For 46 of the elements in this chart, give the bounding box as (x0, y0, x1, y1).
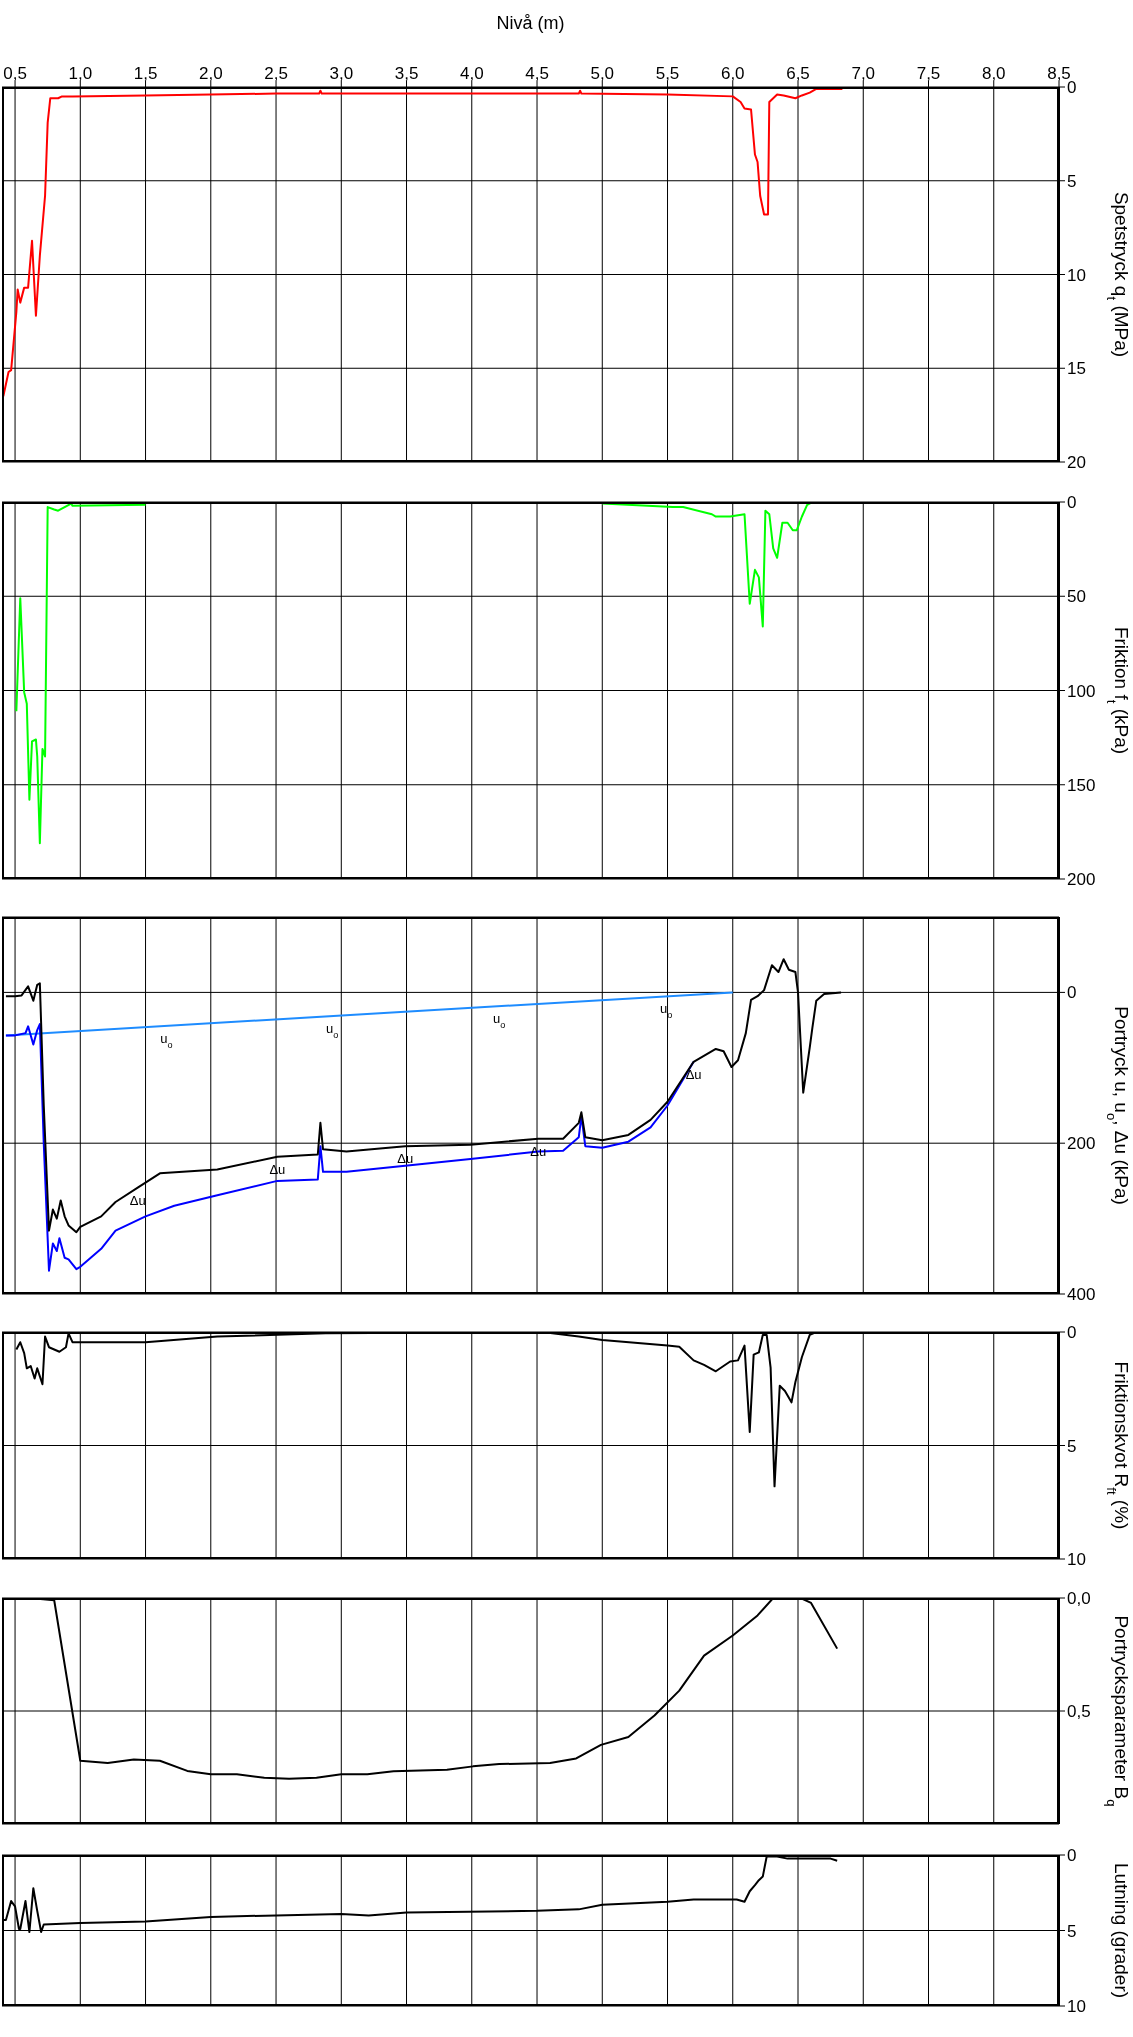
y-tick-label: 400 (1067, 1285, 1096, 1305)
x-tick-label: 0,5 (3, 64, 27, 83)
y-tick-label: 5 (1067, 171, 1077, 191)
x-tick-label: 3,0 (329, 64, 354, 83)
annotation: u$_{o}$ (660, 1001, 673, 1021)
x-tick-label: 1,5 (133, 64, 158, 83)
annotation: u$_{o}$ (160, 1030, 173, 1050)
x-axis-title: Nivå (m) (496, 13, 565, 33)
y-tick-label: 5 (1067, 1436, 1077, 1456)
y-tick-label: 10 (1067, 1997, 1086, 2017)
y-tick-label: 10 (1067, 1550, 1086, 1570)
annotation: Δu (685, 1066, 702, 1082)
y-tick-label: 0 (1067, 983, 1077, 1003)
y-tick-label: 50 (1067, 587, 1086, 607)
x-tick-label: 5,5 (655, 64, 680, 83)
annotation: u$_{o}$ (493, 1011, 506, 1031)
x-tick-label: 7,0 (851, 64, 876, 83)
y-tick-label: 200 (1067, 1134, 1096, 1154)
y-tick-label: 0 (1067, 78, 1077, 98)
x-tick-label: 2,5 (264, 64, 288, 83)
y-tick-label: 0,5 (1067, 1702, 1091, 1722)
x-tick-label: 1,0 (68, 64, 93, 83)
y-tick-label: 0 (1067, 493, 1077, 513)
y-tick-label: 150 (1067, 775, 1096, 795)
x-tick-label: 7,5 (916, 64, 941, 83)
y-tick-label: 100 (1067, 681, 1096, 701)
annotation: Δu (129, 1192, 146, 1208)
y-tick-label: 10 (1067, 265, 1086, 285)
x-tick-label: 6,5 (786, 64, 810, 83)
x-tick-label: 4,5 (525, 64, 549, 83)
x-tick-label: 2,0 (198, 64, 223, 83)
y-axis-title: Lutning (grader) (1111, 1862, 1132, 1999)
y-tick-label: 0 (1067, 1323, 1077, 1343)
x-tick-label: 8,0 (981, 64, 1006, 83)
y-tick-label: 15 (1067, 359, 1086, 379)
x-tick-label: 4,0 (459, 64, 484, 83)
y-tick-label: 20 (1067, 453, 1086, 473)
y-tick-label: 5 (1067, 1921, 1077, 1941)
y-tick-label: 0,0 (1067, 1589, 1091, 1609)
x-tick-label: 5,0 (590, 64, 615, 83)
x-tick-label: 6,0 (720, 64, 745, 83)
y-tick-label: 200 (1067, 870, 1096, 890)
annotation: u$_{o}$ (326, 1021, 339, 1041)
y-tick-label: 0 (1067, 1846, 1077, 1866)
x-tick-label: 3,5 (394, 64, 419, 83)
annotation: Δu (269, 1161, 286, 1177)
